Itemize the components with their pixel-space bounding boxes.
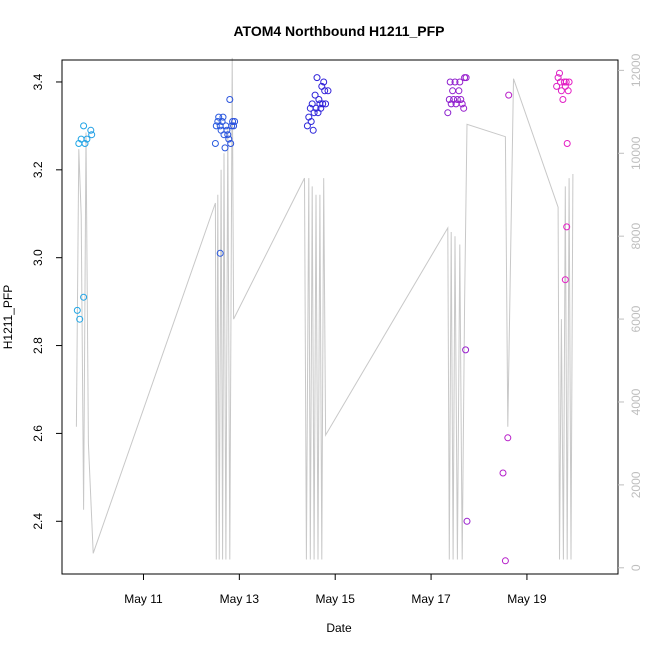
data-point	[458, 100, 466, 108]
data-point	[322, 100, 330, 108]
data-point	[460, 104, 468, 112]
data-point	[83, 135, 91, 143]
data-point	[445, 96, 453, 103]
data-point	[557, 87, 565, 95]
x-axis: May 11 May 13 May 15 May 17 May 19	[124, 574, 547, 606]
y2-tick-label: 12000	[629, 53, 643, 87]
y2-axis: 0 2000 4000 6000 8000 10000 12000	[618, 53, 643, 571]
data-point	[230, 122, 238, 130]
data-point	[462, 346, 470, 354]
data-point	[226, 96, 234, 103]
y-tick-label: 3.2	[31, 161, 45, 178]
x-tick-label: May 11	[124, 592, 163, 606]
y-tick-label: 2.4	[31, 513, 45, 530]
data-point	[317, 104, 325, 112]
x-tick-label: May 13	[220, 592, 260, 606]
data-point	[218, 118, 226, 125]
data-point	[303, 122, 311, 130]
data-point	[504, 434, 512, 442]
y-axis: 2.4 2.6 2.8 3.0 3.2 3.4	[31, 73, 62, 530]
data-point	[501, 557, 509, 565]
data-point	[319, 100, 327, 108]
y2-tick-label: 10000	[629, 136, 643, 170]
data-point	[76, 315, 84, 323]
y2-tick-label: 8000	[629, 223, 643, 250]
data-point	[312, 104, 320, 112]
data-point	[453, 96, 461, 103]
plot-frame	[61, 59, 619, 575]
data-point	[81, 140, 89, 147]
data-point	[455, 87, 463, 95]
data-point	[219, 113, 227, 121]
data-point	[225, 135, 233, 143]
data-point	[211, 140, 219, 147]
data-point	[73, 306, 81, 314]
data-point	[561, 276, 569, 284]
x-axis-label: Date	[326, 621, 352, 635]
x-tick-label: May 15	[316, 592, 356, 606]
x-tick-label: May 17	[411, 592, 451, 606]
data-point	[308, 100, 316, 108]
data-point	[88, 131, 96, 139]
data-point	[307, 118, 315, 125]
data-point	[87, 126, 95, 134]
data-point	[311, 91, 319, 99]
y-tick-label: 2.6	[31, 425, 45, 442]
data-point	[229, 118, 237, 125]
data-point	[320, 78, 328, 86]
y2-tick-label: 0	[629, 564, 643, 571]
data-point	[321, 87, 329, 95]
data-point	[324, 87, 332, 95]
data-point-layer	[73, 69, 573, 565]
data-point	[559, 96, 567, 103]
data-point	[457, 96, 465, 103]
data-point	[446, 78, 454, 86]
data-point	[444, 109, 452, 117]
data-point	[463, 517, 471, 525]
y-tick-label: 2.8	[31, 337, 45, 354]
data-point	[565, 78, 573, 86]
x-tick-label: May 19	[507, 592, 547, 606]
data-point	[221, 144, 229, 152]
data-point	[562, 78, 570, 86]
data-point	[553, 82, 561, 90]
y2-tick-label: 6000	[629, 305, 643, 332]
data-point	[315, 96, 323, 103]
data-point	[223, 126, 231, 134]
data-point	[564, 87, 572, 95]
data-point	[456, 78, 464, 86]
data-point	[560, 78, 568, 86]
data-point	[563, 140, 571, 147]
data-point	[505, 91, 513, 99]
data-point	[556, 69, 563, 77]
data-point	[310, 109, 318, 117]
data-point	[499, 469, 507, 477]
data-point	[231, 118, 239, 125]
data-point	[80, 293, 88, 301]
data-point	[216, 249, 224, 257]
data-point	[462, 74, 470, 82]
altitude-line-layer	[75, 57, 574, 560]
data-point	[309, 126, 317, 134]
y-tick-label: 3.0	[31, 249, 45, 266]
data-point	[80, 122, 88, 130]
y-axis-label: H1211_PFP	[1, 285, 15, 349]
data-point	[451, 78, 459, 86]
chart-title: ATOM4 Northbound H1211_PFP	[233, 23, 444, 39]
altitude-line	[75, 57, 574, 560]
y2-tick-label: 2000	[629, 471, 643, 498]
data-point	[215, 113, 223, 121]
data-point	[563, 223, 571, 231]
y2-tick-label: 4000	[629, 388, 643, 415]
data-point	[227, 140, 235, 147]
data-point	[224, 131, 232, 139]
data-point	[449, 87, 457, 95]
data-point	[313, 74, 321, 82]
y-tick-label: 3.4	[31, 73, 45, 90]
data-point	[217, 126, 225, 134]
data-point	[212, 122, 220, 130]
